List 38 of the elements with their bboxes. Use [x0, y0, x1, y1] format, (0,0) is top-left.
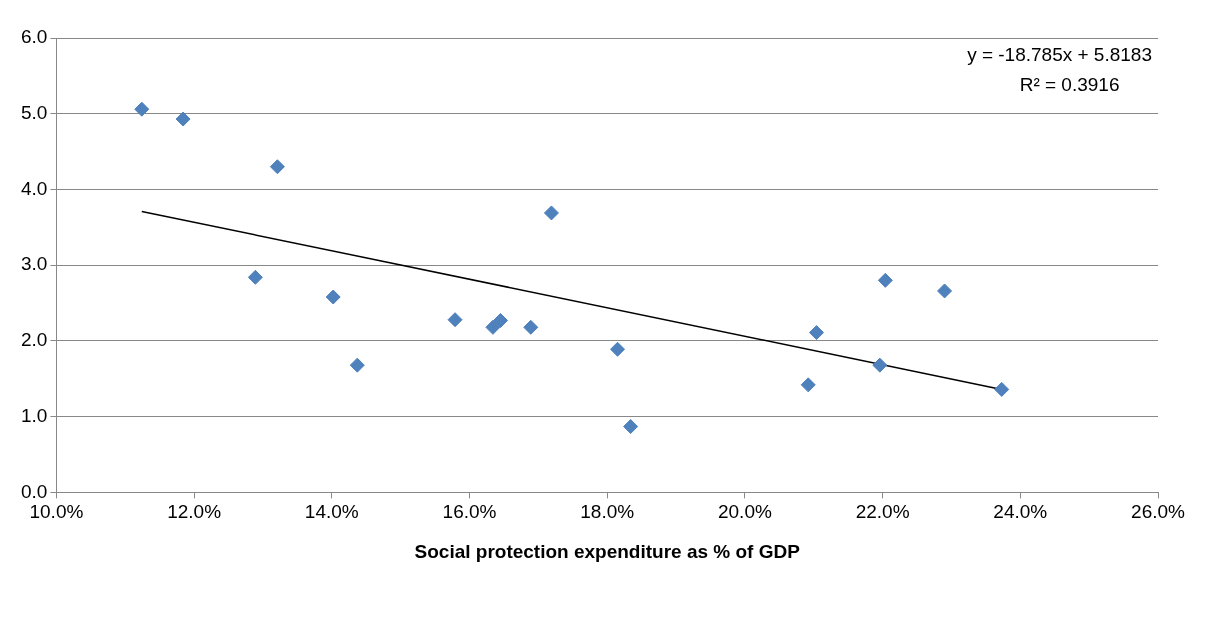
point: [800, 377, 816, 393]
point: [492, 312, 508, 328]
y-tick-label: 2.0: [20, 329, 48, 351]
y-tick-label: 0.0: [20, 480, 48, 502]
point: [610, 341, 626, 357]
y-tick-label: 3.0: [20, 253, 48, 275]
point: [937, 283, 953, 299]
x-tick-label: 10.0%: [29, 501, 84, 523]
point: [269, 159, 285, 175]
x-tick-label: 16.0%: [442, 501, 497, 523]
x-tick-label: 20.0%: [717, 501, 772, 523]
y-tick-label: 4.0: [20, 177, 48, 199]
point: [543, 205, 559, 221]
x-tick-label: 12.0%: [167, 501, 222, 523]
annotation: y = -18.785x + 5.8183: [967, 43, 1152, 65]
x-tick-label: 26.0%: [1131, 501, 1186, 523]
point: [134, 101, 150, 117]
point: [623, 419, 639, 435]
point: [349, 357, 365, 373]
point: [994, 381, 1010, 397]
point: [175, 111, 191, 127]
x-tick-label: 24.0%: [993, 501, 1048, 523]
point: [485, 319, 501, 335]
y-tick-label: 1.0: [20, 404, 48, 426]
x-tick-label: 22.0%: [855, 501, 910, 523]
point: [809, 325, 825, 341]
annotation: R² = 0.3916: [1019, 73, 1120, 95]
point: [447, 312, 463, 328]
x-tick-label: 14.0%: [304, 501, 359, 523]
y-tick-label: 5.0: [20, 101, 48, 123]
point: [325, 289, 341, 305]
x-tick-label: 18.0%: [580, 501, 635, 523]
point: [247, 269, 263, 285]
point: [877, 272, 893, 288]
point: [523, 319, 539, 335]
y-tick-label: 6.0: [20, 26, 48, 48]
point: [872, 357, 888, 373]
x-axis-title: Social protection expenditure as % of GDP: [414, 540, 801, 562]
